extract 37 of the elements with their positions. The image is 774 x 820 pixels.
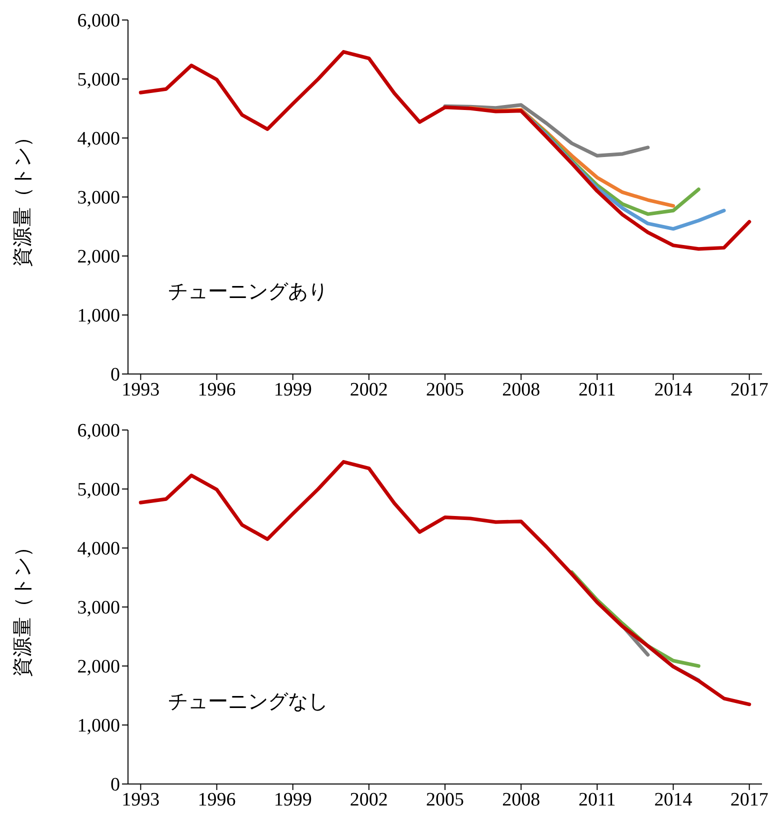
x-tick-label: 1993 <box>122 789 160 810</box>
x-tick-label: 2005 <box>426 379 464 400</box>
annotation: チューニングあり <box>168 280 328 305</box>
y-tick-label: 6,000 <box>77 420 120 442</box>
x-tick-label: 1996 <box>198 379 236 400</box>
y-tick-label: 2,000 <box>77 246 120 268</box>
y-tick-label: 3,000 <box>77 188 120 209</box>
y-tick-label: 0 <box>110 774 120 796</box>
y-axis-title: 資源量（トン） <box>12 537 34 677</box>
y-tick-label: 1,000 <box>77 716 120 737</box>
x-tick-label: 2017 <box>730 379 768 400</box>
x-tick-label: 1993 <box>122 379 160 400</box>
x-tick-label: 1999 <box>274 789 312 810</box>
y-tick-label: 1,000 <box>77 306 120 327</box>
y-tick-label: 2,000 <box>77 656 120 678</box>
y-axis-title: 資源量（トン） <box>12 127 34 267</box>
x-tick-label: 2014 <box>654 789 693 810</box>
x-tick-label: 2008 <box>502 789 540 810</box>
annotation: チューニングなし <box>168 690 328 715</box>
x-tick-label: 2005 <box>426 789 464 810</box>
y-tick-label: 0 <box>110 364 120 386</box>
x-tick-label: 2008 <box>502 379 540 400</box>
x-tick-label: 2002 <box>350 379 388 400</box>
line-series <box>138 50 752 251</box>
y-tick-label: 6,000 <box>77 10 120 32</box>
y-tick-label: 5,000 <box>77 70 120 91</box>
y-tick-label: 5,000 <box>77 480 120 501</box>
y-tick-label: 4,000 <box>77 128 120 150</box>
x-tick-label: 2017 <box>730 789 768 810</box>
y-tick-label: 3,000 <box>77 598 120 619</box>
y-tick-label: 4,000 <box>77 538 120 560</box>
x-tick-label: 2002 <box>350 789 388 810</box>
x-tick-label: 1996 <box>198 789 236 810</box>
x-tick-label: 1999 <box>274 379 312 400</box>
x-tick-label: 2011 <box>578 789 616 810</box>
x-tick-label: 2014 <box>654 379 693 400</box>
x-tick-label: 2011 <box>578 379 616 400</box>
